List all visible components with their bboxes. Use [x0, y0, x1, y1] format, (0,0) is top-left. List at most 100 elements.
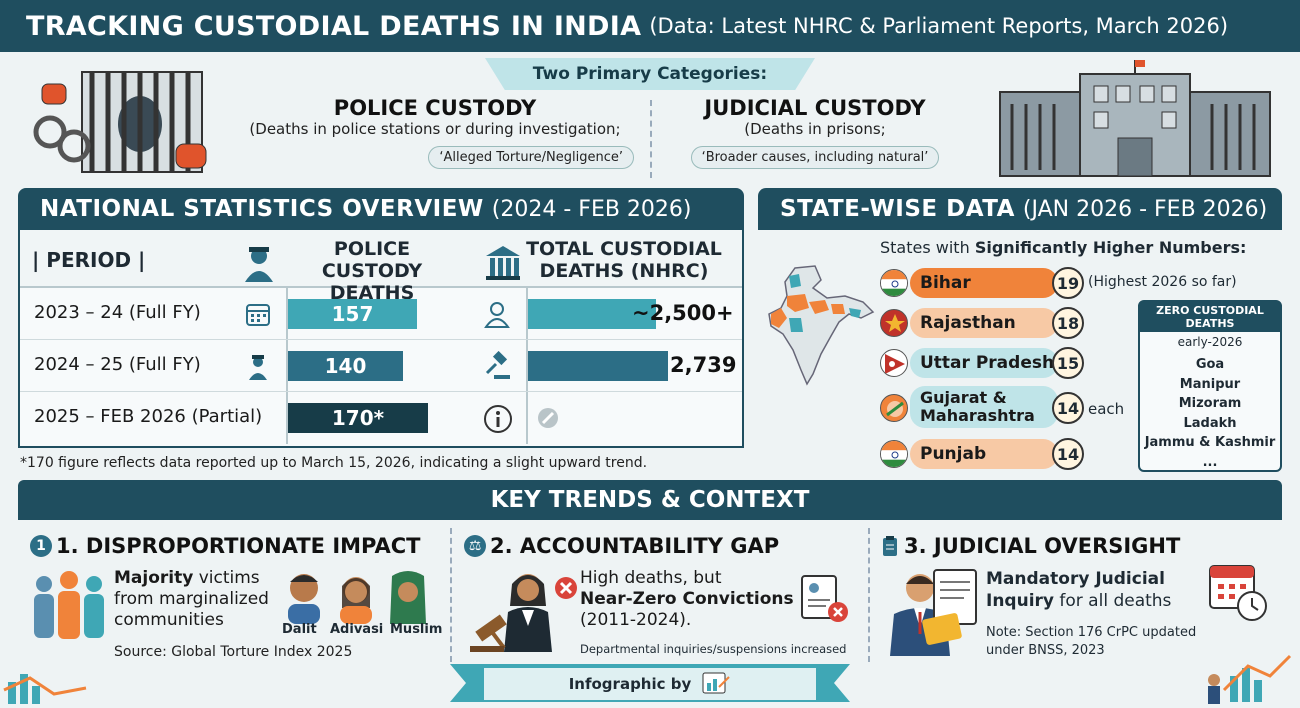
judicial-custody-title: JUDICIAL CUSTODY	[704, 96, 926, 120]
statewise-header: STATE-WISE DATA (JAN 2026 - FEB 2026)	[758, 188, 1282, 230]
national-stats-table: | PERIOD | POLICE CUSTODY DEATHS TOTAL C…	[18, 230, 744, 448]
state-name: Rajasthan	[910, 308, 1058, 338]
people-group-icon	[26, 568, 112, 640]
state-row-gujarat-maharashtra: Gujarat & Maharashtra 14 each	[880, 386, 1150, 430]
key-trends-header: KEY TRENDS & CONTEXT	[18, 480, 1282, 520]
state-name: Punjab	[910, 439, 1058, 469]
col-header-total: TOTAL CUSTODIAL DEATHS (NHRC)	[526, 238, 722, 282]
state-note: (Highest 2026 so far)	[1088, 274, 1237, 290]
chart-decoration-right	[1200, 650, 1296, 706]
state-row-rajasthan: Rajasthan 18	[880, 307, 1120, 339]
table-row: 2025 – FEB 2026 (Partial) 170*	[20, 392, 742, 444]
row-period: 2025 – FEB 2026 (Partial)	[34, 406, 263, 427]
police-deaths-bar: 140	[288, 351, 403, 381]
table-header-row: | PERIOD | POLICE CUSTODY DEATHS TOTAL C…	[20, 230, 742, 304]
judicial-custody-tag: ‘Broader causes, including natural’	[690, 146, 940, 169]
trend-title: ⚖ 2. ACCOUNTABILITY GAP	[464, 534, 779, 558]
state-emblem-icon	[880, 394, 908, 422]
list-item: Jammu & Kashmir	[1144, 435, 1276, 450]
national-stats-range: (2024 - FEB 2026)	[491, 196, 692, 222]
official-with-document-illustration	[880, 564, 984, 656]
calendar-icon	[244, 300, 272, 328]
trend-judicial-oversight: 3. JUDICIAL OVERSIGHT Mandatory Judicial…	[874, 520, 1284, 670]
total-deaths-bar	[528, 351, 668, 381]
police-deaths-bar: 170*	[288, 403, 428, 433]
state-count: 14	[1052, 392, 1084, 424]
row-period: 2024 – 25 (Full FY)	[34, 354, 201, 375]
infographic-logo-icon	[701, 671, 731, 697]
police-custody-tag: ‘Alleged Torture/Negligence’	[428, 146, 634, 169]
state-row-punjab: Punjab 14	[880, 438, 1120, 470]
state-count: 19	[1052, 267, 1084, 299]
chart-decoration-left	[0, 660, 96, 706]
clipboard-icon	[882, 535, 898, 557]
building-icon	[482, 242, 524, 282]
total-deaths-value: ~2,500+	[632, 301, 734, 325]
table-row: 2024 – 25 (Full FY) 140 2,739	[20, 340, 742, 392]
police-officer-icon	[238, 242, 280, 282]
statewise-intro: States with Significantly Higher Numbers…	[880, 238, 1247, 257]
info-icon	[482, 403, 514, 435]
state-count: 14	[1052, 438, 1084, 470]
judicial-custody-block: JUDICIAL CUSTODY (Deaths in prisons; ‘Br…	[660, 96, 970, 169]
state-name: Gujarat & Maharashtra	[910, 386, 1058, 428]
column-divider	[526, 288, 528, 444]
footer-credit-text: Infographic by	[568, 675, 692, 693]
trend-2-note: Departmental inquiries/suspensions incre…	[580, 642, 847, 656]
police-custody-title: POLICE CUSTODY	[333, 96, 537, 120]
india-flag-icon	[880, 269, 908, 297]
state-row-uttar-pradesh: Uttar Pradesh 15	[880, 347, 1120, 379]
judicial-custody-desc: (Deaths in prisons;	[744, 120, 886, 138]
calendar-clock-icon	[1208, 558, 1270, 624]
national-stats-header: NATIONAL STATISTICS OVERVIEW (2024 - FEB…	[18, 188, 744, 230]
total-deaths-value: 2,739	[670, 353, 737, 377]
trend-accountability-gap: ⚖ 2. ACCOUNTABILITY GAP High deaths, but…	[456, 520, 866, 670]
state-count: 15	[1052, 347, 1084, 379]
total-deaths-bar	[528, 299, 656, 329]
zero-deaths-box: ZERO CUSTODIAL DEATHS early-2026 Goa Man…	[1138, 300, 1282, 472]
national-stats-title: NATIONAL STATISTICS OVERVIEW	[40, 196, 484, 222]
category-divider	[650, 100, 652, 178]
community-label-dalit: Dalit	[282, 622, 317, 637]
categories-banner: Two Primary Categories:	[485, 58, 815, 90]
india-flag-icon	[880, 440, 908, 468]
judge-gavel-illustration	[470, 566, 580, 652]
zero-deaths-list: Goa Manipur Mizoram Ladakh Jammu & Kashm…	[1140, 355, 1280, 472]
zero-deaths-title: ZERO CUSTODIAL DEATHS	[1140, 302, 1280, 332]
statewise-range: (JAN 2026 - FEB 2026)	[1022, 196, 1268, 222]
page-title: TRACKING CUSTODIAL DEATHS IN INDIA	[26, 10, 642, 42]
trend-divider	[868, 528, 870, 662]
prison-building-illustration	[990, 58, 1280, 180]
footer-credit: Infographic by	[484, 668, 816, 700]
document-reject-icon	[796, 572, 850, 626]
list-item: Goa	[1195, 357, 1225, 372]
list-item: ...	[1202, 454, 1218, 470]
national-footnote: *170 figure reflects data reported up to…	[20, 455, 648, 471]
police-deaths-bar: 157	[288, 299, 417, 329]
police-custody-block: POLICE CUSTODY (Deaths in police station…	[220, 96, 650, 169]
state-name: Uttar Pradesh	[910, 348, 1058, 378]
trend-1-text: Majority victims from marginalized commu…	[114, 568, 269, 630]
person-icon	[482, 299, 512, 329]
state-emblem-icon	[880, 309, 908, 337]
trend-disproportionate-impact: 1 1. DISPROPORTIONATE IMPACT Majority vi…	[18, 520, 448, 670]
state-count: 18	[1052, 307, 1084, 339]
trend-1-source: Source: Global Torture Index 2025	[114, 644, 353, 660]
table-row: 2023 – 24 (Full FY) 157 ~2,500+	[20, 288, 742, 340]
row-period: 2023 – 24 (Full FY)	[34, 302, 201, 323]
pending-icon	[536, 406, 560, 430]
community-label-adivasi: Adivasi	[330, 622, 384, 637]
gavel-icon	[482, 350, 512, 381]
state-note: each	[1088, 400, 1125, 418]
state-name: Bihar	[910, 268, 1058, 298]
trend-title: 3. JUDICIAL OVERSIGHT	[882, 534, 1180, 558]
trend-number: 1	[30, 535, 52, 557]
state-row-bihar: Bihar 19 (Highest 2026 so far)	[880, 267, 1237, 299]
community-avatars	[280, 566, 430, 624]
trend-3-note: Note: Section 176 CrPC updated under BNS…	[986, 625, 1197, 658]
col-header-police: POLICE CUSTODY DEATHS	[321, 238, 423, 304]
column-divider	[286, 288, 288, 444]
col-header-period: | PERIOD |	[32, 248, 146, 272]
list-item: Ladakh	[1183, 415, 1237, 431]
list-item: Mizoram	[1178, 396, 1242, 411]
